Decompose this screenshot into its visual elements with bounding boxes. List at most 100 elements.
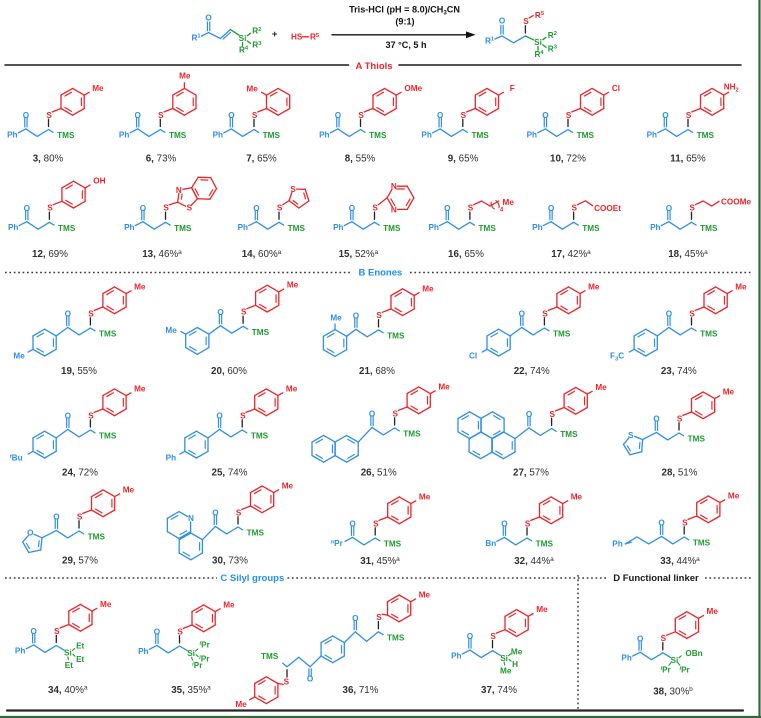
svg-text:S: S bbox=[376, 613, 382, 622]
svg-text:3, 80%: 3, 80% bbox=[33, 153, 64, 164]
svg-text:Si: Si bbox=[671, 656, 679, 665]
svg-text:R1: R1 bbox=[192, 33, 202, 42]
svg-text:S: S bbox=[392, 409, 398, 418]
svg-text:S: S bbox=[47, 204, 53, 213]
svg-text:Ph: Ph bbox=[451, 652, 461, 661]
svg-text:O: O bbox=[349, 520, 356, 529]
svg-text:S: S bbox=[158, 111, 164, 120]
svg-text:TMS: TMS bbox=[387, 634, 405, 643]
svg-text:Me: Me bbox=[500, 666, 512, 675]
svg-text:S: S bbox=[549, 410, 555, 419]
svg-text:O: O bbox=[548, 204, 555, 213]
svg-text:O: O bbox=[542, 111, 549, 120]
svg-text:O: O bbox=[519, 310, 526, 319]
svg-text:O: O bbox=[637, 634, 644, 643]
svg-text:O: O bbox=[526, 410, 533, 419]
svg-text:S: S bbox=[525, 519, 531, 528]
svg-text:S: S bbox=[290, 185, 296, 194]
svg-text:OH: OH bbox=[93, 177, 105, 186]
svg-text:F3C: F3C bbox=[610, 352, 624, 363]
svg-text:24, 72%: 24, 72% bbox=[62, 467, 98, 478]
svg-text:23, 74%: 23, 74% bbox=[661, 366, 697, 377]
svg-text:B Enones: B Enones bbox=[358, 267, 402, 278]
svg-text:N: N bbox=[391, 205, 397, 214]
svg-text:6, 73%: 6, 73% bbox=[146, 153, 177, 164]
svg-text:O: O bbox=[216, 412, 223, 421]
svg-text:Ph: Ph bbox=[238, 223, 248, 232]
svg-text:O: O bbox=[662, 111, 669, 120]
svg-text:Ph: Ph bbox=[166, 453, 176, 462]
svg-text:36, 71%: 36, 71% bbox=[343, 685, 379, 696]
svg-text:O: O bbox=[217, 308, 224, 317]
svg-text:38, 30%b: 38, 30%b bbox=[653, 686, 693, 697]
svg-text:D Functional linker: D Functional linker bbox=[613, 573, 699, 584]
svg-text:Ph: Ph bbox=[8, 223, 18, 232]
svg-text:S: S bbox=[177, 627, 183, 636]
svg-text:15, 52%a: 15, 52%a bbox=[339, 249, 379, 260]
svg-text:S: S bbox=[88, 411, 94, 420]
svg-text:TMS: TMS bbox=[99, 432, 117, 441]
svg-text:30, 73%: 30, 73% bbox=[212, 555, 248, 566]
svg-text:O: O bbox=[307, 674, 314, 683]
svg-text:S: S bbox=[241, 308, 247, 317]
svg-text:iPr: iPr bbox=[679, 666, 690, 675]
svg-text:Me: Me bbox=[595, 383, 607, 392]
svg-text:Me: Me bbox=[438, 382, 450, 391]
svg-text:Me: Me bbox=[286, 384, 298, 393]
svg-text:O: O bbox=[499, 16, 506, 25]
svg-text:26, 51%: 26, 51% bbox=[361, 467, 397, 478]
svg-text:TMS: TMS bbox=[384, 540, 402, 549]
svg-text:TMS: TMS bbox=[174, 224, 192, 233]
svg-text:R4: R4 bbox=[535, 50, 545, 59]
svg-text:TMS: TMS bbox=[99, 330, 117, 339]
svg-text:S: S bbox=[236, 508, 242, 517]
svg-text:TMS: TMS bbox=[403, 430, 421, 439]
svg-text:Me: Me bbox=[123, 485, 135, 494]
svg-text:OBn: OBn bbox=[685, 649, 702, 658]
svg-text:TMS: TMS bbox=[553, 330, 571, 339]
svg-text:Me: Me bbox=[503, 198, 515, 207]
svg-text:S: S bbox=[372, 204, 378, 213]
svg-text:S: S bbox=[376, 311, 382, 320]
svg-text:Cl: Cl bbox=[612, 84, 620, 93]
svg-text:TMS: TMS bbox=[479, 224, 497, 233]
svg-text:Me: Me bbox=[13, 351, 25, 360]
svg-text:7, 65%: 7, 65% bbox=[246, 153, 277, 164]
svg-text:O: O bbox=[24, 204, 31, 213]
svg-text:Me: Me bbox=[571, 492, 583, 501]
svg-text:Si: Si bbox=[187, 649, 195, 658]
svg-text:R3: R3 bbox=[548, 44, 558, 53]
svg-text:R5: R5 bbox=[535, 11, 545, 20]
svg-text:O: O bbox=[653, 415, 660, 424]
svg-text:Me: Me bbox=[330, 313, 342, 322]
svg-text:S: S bbox=[240, 411, 246, 420]
svg-text:Me: Me bbox=[100, 600, 112, 609]
svg-text:TMS: TMS bbox=[693, 539, 711, 548]
svg-text:Si: Si bbox=[534, 38, 542, 47]
svg-text:TMS: TMS bbox=[688, 435, 706, 444]
svg-text:O: O bbox=[335, 111, 342, 120]
svg-text:Ph: Ph bbox=[138, 647, 148, 656]
svg-text:TMS: TMS bbox=[261, 652, 279, 661]
svg-text:O: O bbox=[228, 111, 235, 120]
svg-text:37 °C, 5 h: 37 °C, 5 h bbox=[385, 40, 426, 50]
svg-text:Me: Me bbox=[179, 71, 191, 80]
svg-text:TMS: TMS bbox=[251, 432, 269, 441]
svg-text:S: S bbox=[490, 632, 496, 641]
svg-text:34, 40%a: 34, 40%a bbox=[48, 685, 88, 696]
svg-text:18, 45%a: 18, 45%a bbox=[668, 249, 708, 260]
svg-text:Me: Me bbox=[422, 284, 434, 293]
svg-text:Me: Me bbox=[511, 647, 523, 656]
svg-text:S: S bbox=[686, 111, 692, 120]
svg-text:Bn: Bn bbox=[485, 539, 496, 548]
svg-text:Me: Me bbox=[165, 326, 177, 335]
svg-text:Me: Me bbox=[588, 282, 600, 291]
svg-text:TMS: TMS bbox=[700, 224, 718, 233]
svg-text:iPr: iPr bbox=[192, 661, 203, 670]
svg-text:S: S bbox=[682, 518, 688, 527]
svg-text:Me: Me bbox=[735, 282, 747, 291]
svg-text:O: O bbox=[53, 513, 60, 522]
svg-text:Ph: Ph bbox=[532, 223, 542, 232]
svg-text:Et: Et bbox=[76, 642, 84, 651]
svg-text:Cl: Cl bbox=[469, 351, 477, 360]
